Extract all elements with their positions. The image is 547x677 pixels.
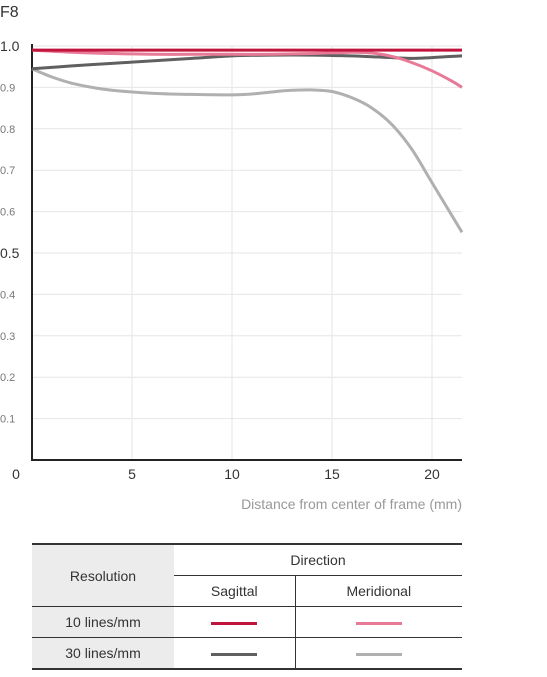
sagittal-header: Sagittal — [174, 575, 296, 607]
grid — [32, 45, 462, 460]
sagittal-10-swatch — [211, 621, 258, 625]
chart-title: F8 — [0, 4, 19, 21]
y-tick-label: 0.5 — [0, 245, 20, 261]
legend-table: Resolution Direction Sagittal Meridional… — [32, 543, 462, 670]
swatch-cell-meridional-30 — [294, 637, 462, 670]
y-tick-label: 0.2 — [0, 372, 15, 384]
x-tick-labels: 0 5 10 15 20 — [12, 466, 440, 482]
y-tick-label: 0.6 — [0, 207, 15, 219]
swatch-cell-meridional-10 — [294, 606, 462, 638]
y-tick-label: 0.8 — [0, 124, 15, 136]
x-tick-label: 15 — [324, 466, 340, 482]
y-tick-label: 1.0 — [0, 38, 20, 54]
direction-header: Direction — [174, 543, 462, 576]
x-tick-label: 20 — [424, 466, 440, 482]
axes — [31, 44, 462, 461]
swatch-cell-sagittal-10 — [174, 606, 296, 638]
x-tick-label: 0 — [12, 466, 20, 482]
sagittal-30-swatch — [211, 652, 258, 656]
x-tick-label: 5 — [128, 466, 136, 482]
y-tick-label: 0.4 — [0, 289, 15, 301]
meridional-30-swatch — [355, 652, 402, 656]
y-tick-label: 0.7 — [0, 165, 15, 177]
x-tick-label: 10 — [224, 466, 240, 482]
y-tick-label: 0.9 — [0, 82, 15, 94]
series-line-s30 — [31, 53, 463, 71]
mtf-chart: F8 0.1 0.2 0.3 0.4 0.5 0.6 0.7 0.8 0.9 1.0 0 5 10 15… — [0, 4, 464, 512]
y-tick-labels: 0.1 0.2 0.3 0.4 0.5 0.6 0.7 0.8 0.9 1.0 — [0, 38, 20, 426]
x-axis-label: Distance from center of frame (mm) — [241, 496, 462, 512]
y-tick-label: 0.3 — [0, 331, 15, 343]
meridional-10-swatch — [355, 621, 402, 625]
meridional-header: Meridional — [294, 575, 462, 607]
resolution-header: Resolution — [32, 543, 174, 607]
swatch-cell-sagittal-30 — [174, 637, 296, 670]
series-line-m30 — [31, 67, 464, 234]
row-10-lines-label: 10 lines/mm — [32, 606, 174, 638]
series-lines — [31, 48, 464, 234]
row-30-lines-label: 30 lines/mm — [32, 637, 174, 670]
y-tick-label: 0.1 — [0, 414, 15, 426]
series-line-m10 — [31, 48, 463, 89]
